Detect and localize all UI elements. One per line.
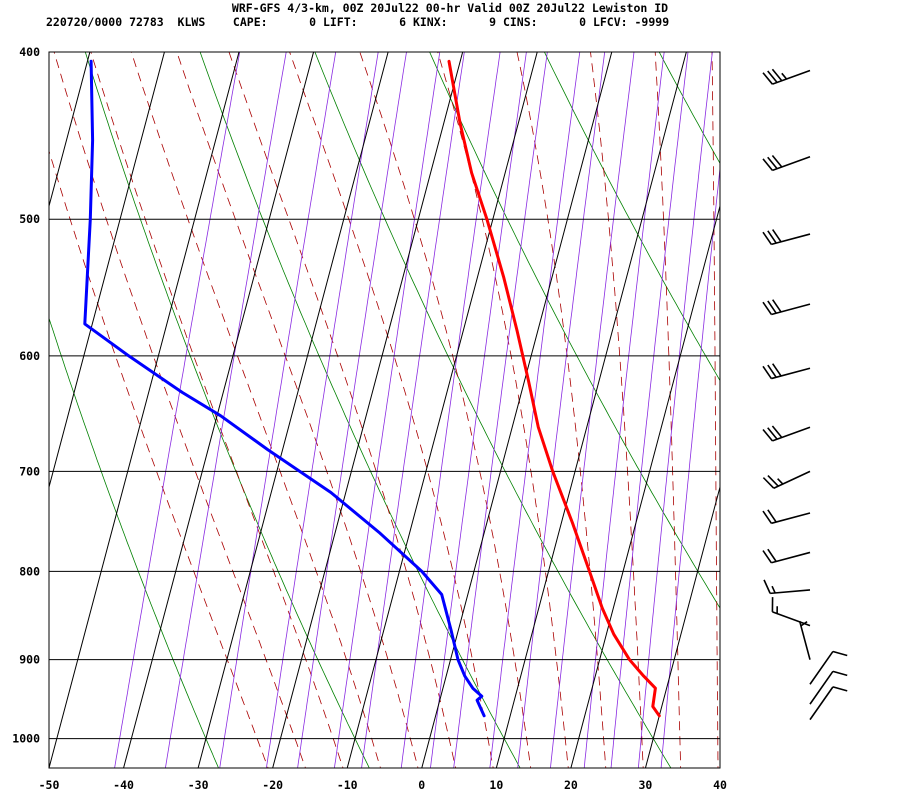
- temperature-profile: [447, 59, 661, 718]
- wind-barb: [762, 363, 811, 380]
- isotherm: [719, 766, 720, 768]
- mixing-ratio-line: [361, 52, 465, 768]
- isotherm: [49, 52, 240, 768]
- pressure-tick-label: 500: [19, 212, 40, 226]
- stability-indices-line: 220720/0000 72783 KLWS CAPE: 0 LIFT: 6 K…: [46, 15, 670, 29]
- chart-title: WRF-GFS 4/3-km, 00Z 20Jul22 00-hr Valid …: [231, 1, 669, 15]
- wind-barb: [762, 155, 811, 172]
- wind-barb: [798, 620, 811, 660]
- isotherm: [421, 52, 613, 768]
- dry-adiabat: [199, 52, 521, 768]
- wind-barb: [762, 509, 811, 525]
- temperature-tick-labels: -50 -40 -30 -20 -10 0 10 20 30 40: [39, 778, 727, 792]
- isotherm: [272, 52, 464, 768]
- isotherm: [49, 52, 91, 209]
- profiles: [83, 59, 661, 718]
- wind-barb: [809, 686, 848, 721]
- dry-adiabat: [658, 52, 720, 165]
- background-lines: [0, 33, 900, 775]
- moist-adiabat: [228, 52, 457, 768]
- temperature-tick-label: -10: [337, 778, 358, 792]
- wind-barb: [809, 650, 848, 685]
- mixing-ratio-line: [164, 52, 287, 768]
- pressure-tick-label: 700: [19, 464, 40, 478]
- moist-adiabat: [289, 52, 494, 768]
- wind-barb: [809, 670, 848, 705]
- pressure-tick-labels: 400 500 600 700 800 900 1000: [12, 45, 40, 746]
- dry-adiabat: [877, 33, 900, 775]
- moist-adiabat: [359, 52, 532, 768]
- temperature-tick-label: 40: [713, 778, 727, 792]
- wind-barb: [762, 229, 811, 246]
- moist-adiabat: [90, 52, 344, 768]
- wind-barb: [762, 548, 811, 564]
- moist-adiabat: [49, 149, 269, 768]
- temperature-tick-label: 10: [489, 778, 503, 792]
- mixing-ratio-line: [660, 164, 720, 768]
- dry-adiabat: [763, 33, 900, 775]
- mixing-ratio-line: [333, 52, 441, 768]
- mixing-ratio-line: [400, 52, 501, 768]
- isotherm: [123, 52, 315, 768]
- wind-barb: [762, 470, 811, 489]
- isotherm: [346, 52, 538, 768]
- temperature-tick-label: -30: [188, 778, 209, 792]
- pressure-tick-label: 400: [19, 45, 40, 59]
- moist-adiabat: [590, 52, 644, 768]
- isotherm: [644, 485, 720, 768]
- temperature-tick-label: -50: [39, 778, 60, 792]
- dry-adiabat: [49, 317, 219, 768]
- moist-adiabat: [437, 52, 569, 768]
- mixing-ratio-line: [219, 52, 337, 768]
- dry-adiabat: [543, 52, 720, 382]
- temperature-tick-label: -20: [262, 778, 283, 792]
- wind-barb: [762, 425, 811, 442]
- mixing-ratio-line: [637, 52, 713, 768]
- dry-adiabat: [429, 52, 720, 609]
- mixing-ratio-line: [489, 52, 581, 768]
- wind-barb: [763, 579, 811, 595]
- plot-frame: [48, 51, 721, 769]
- temperature-tick-label: -40: [113, 778, 134, 792]
- temperature-tick-label: 0: [418, 778, 425, 792]
- isotherm: [49, 52, 165, 489]
- wind-barb: [762, 68, 811, 85]
- isotherm: [0, 52, 15, 768]
- pressure-tick-label: 600: [19, 349, 40, 363]
- grid: [49, 218, 720, 740]
- mixing-ratio-line: [583, 52, 665, 768]
- dewpoint-profile: [83, 59, 486, 718]
- wind-barbs: [762, 68, 848, 721]
- wind-barb: [771, 597, 811, 627]
- pressure-tick-label: 900: [19, 653, 40, 667]
- temperature-tick-label: 30: [639, 778, 653, 792]
- moist-adiabat: [53, 52, 306, 768]
- pressure-tick-label: 800: [19, 564, 40, 578]
- mixing-ratio-line: [429, 52, 527, 768]
- dry-adiabat: [314, 52, 672, 768]
- wind-barb: [762, 299, 811, 316]
- moist-adiabat: [130, 52, 381, 768]
- moist-adiabat: [516, 52, 607, 768]
- isotherm: [570, 204, 720, 768]
- pressure-tick-label: 1000: [12, 732, 40, 746]
- isotherm: [197, 52, 389, 768]
- temperature-tick-label: 20: [564, 778, 578, 792]
- moist-adiabat: [711, 52, 719, 768]
- mixing-ratio-line: [114, 52, 241, 768]
- isotherm: [495, 52, 687, 768]
- moist-adiabat: [176, 52, 419, 768]
